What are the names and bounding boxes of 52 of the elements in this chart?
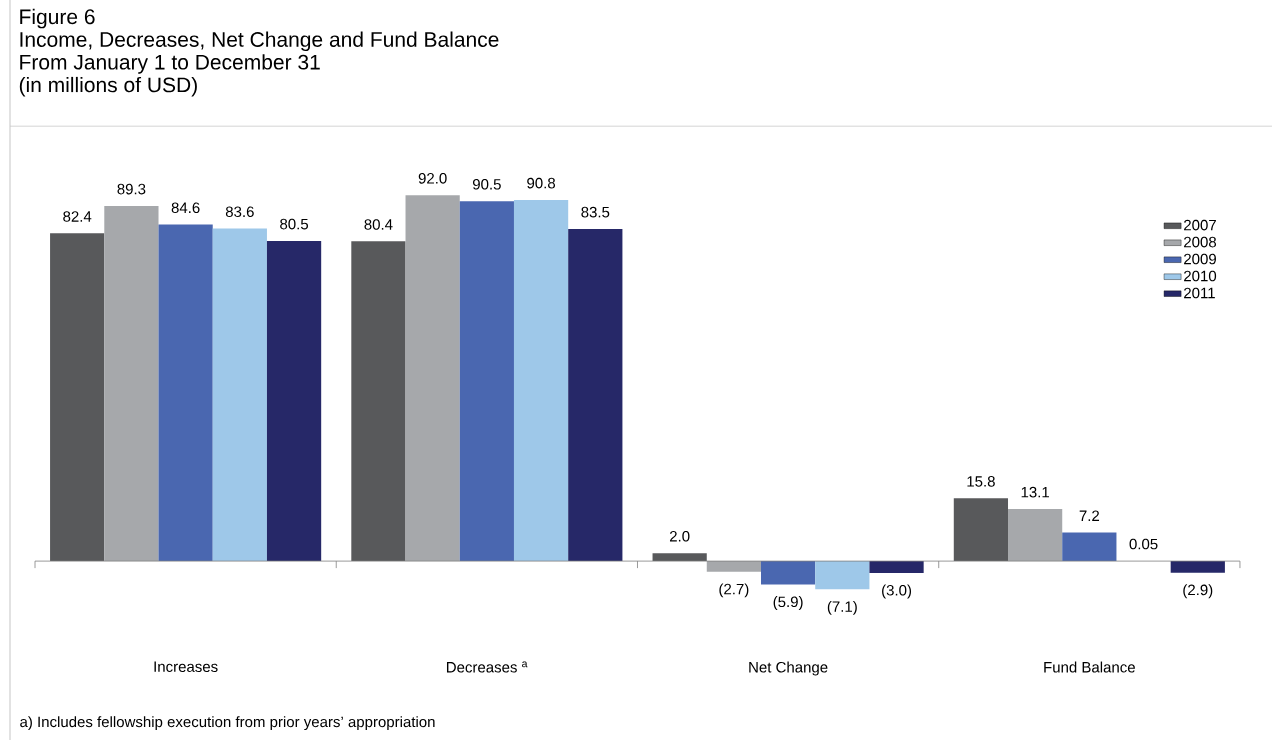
data-label: 15.8	[967, 476, 995, 487]
data-label: 83.6	[225, 206, 254, 218]
legend-label: 2007	[1184, 219, 1216, 231]
data-label: 80.5	[280, 218, 309, 230]
chart-subtitle: Income, Decreases, Net Change and Fund Balance	[20, 31, 499, 52]
bar	[158, 224, 213, 562]
bar	[513, 199, 569, 562]
bar	[1062, 532, 1117, 562]
x-tick-label: Fund Balance	[1044, 661, 1135, 673]
data-label: (5.9)	[773, 596, 803, 611]
data-label: 80.4	[364, 219, 393, 230]
bar	[104, 205, 159, 562]
data-label: 90.8	[527, 177, 556, 189]
bar	[815, 561, 870, 590]
data-label: 83.5	[581, 206, 610, 218]
bar	[706, 561, 761, 572]
chart-title: Figure 6	[20, 8, 95, 29]
bar	[953, 498, 1009, 562]
legend-label: 2008	[1184, 236, 1217, 248]
data-label: 0.05	[1129, 538, 1158, 550]
bar	[1008, 509, 1063, 562]
bar	[351, 241, 406, 562]
legend-label: 2010	[1184, 270, 1217, 282]
text: From January 1 to December 31	[20, 54, 320, 74]
data-label: 13.1	[1021, 486, 1049, 498]
x-tick-label: Decreases $^{a}$	[446, 661, 528, 673]
data-label: 82.4	[63, 211, 92, 222]
data-label: 89.3	[117, 183, 146, 195]
legend-label: 2009	[1184, 253, 1216, 265]
data-label: (2.9)	[1183, 584, 1213, 599]
bar	[1170, 561, 1225, 573]
bar	[568, 228, 623, 562]
bar	[869, 561, 924, 574]
data-label: 84.6	[171, 202, 200, 214]
bar	[50, 233, 105, 562]
data-label: (7.1)	[827, 600, 857, 615]
x-tick-label: Increases	[154, 661, 218, 672]
data-label: 7.2	[1079, 510, 1100, 521]
bar	[459, 201, 514, 562]
x-tick-label: Net Change	[749, 661, 828, 676]
bar	[266, 240, 322, 562]
text: a) Includes fellowship execution from prior years’ appropriation	[20, 716, 435, 731]
bar	[760, 561, 816, 585]
bar	[405, 195, 460, 562]
text: (in millions of USD)	[19, 76, 197, 97]
data-label: (3.0)	[882, 584, 912, 599]
legend-label: 2011	[1184, 287, 1215, 299]
data-label: 92.0	[418, 173, 447, 184]
data-label: 2.0	[669, 530, 690, 542]
data-label: (2.7)	[719, 583, 749, 598]
data-label: 90.5	[472, 178, 501, 190]
bar	[212, 228, 267, 562]
